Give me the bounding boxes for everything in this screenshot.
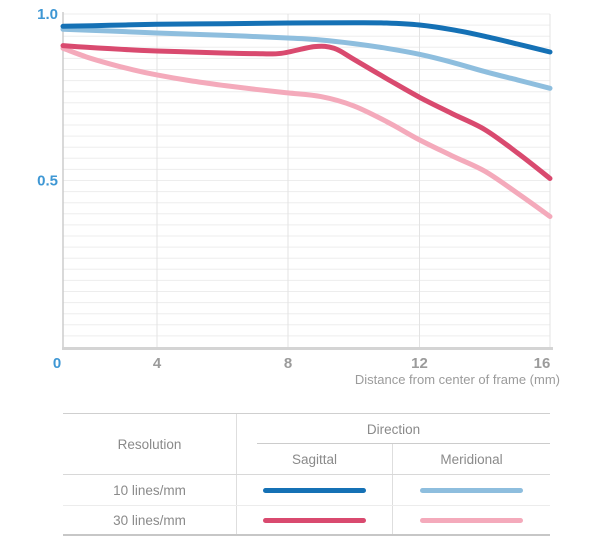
legend-cell-10-meridional (393, 475, 550, 505)
legend-row-30-lines: 30 lines/mm (63, 505, 550, 534)
legend-row-label: 10 lines/mm (63, 475, 237, 505)
x-tick-label: 4 (153, 355, 162, 372)
x-tick-label: 8 (284, 355, 292, 372)
legend-row-10-lines: 10 lines/mm (63, 475, 550, 505)
resolution-header-cell: Resolution (63, 414, 237, 474)
x-axis-title: Distance from center of frame (mm) (355, 372, 560, 387)
legend-cell-30-sagittal (237, 506, 393, 534)
curve-10-lines-mm-sagittal (60, 20, 553, 55)
legend-row-label: 30 lines/mm (63, 506, 237, 534)
y-tick-label: 1.0 (37, 6, 58, 23)
legend-line-10-sagittal (263, 487, 366, 493)
curve-10-lines-mm-meridional (60, 26, 553, 91)
legend-line-30-meridional (420, 517, 523, 523)
meridional-header: Meridional (440, 451, 503, 467)
legend-table: Resolution Direction Sagittal Meridional… (63, 413, 550, 536)
legend-cell-10-sagittal (237, 475, 393, 505)
direction-header-cell: Direction Sagittal Meridional (237, 414, 550, 474)
curve-30-lines-mm-sagittal (60, 43, 553, 181)
direction-subheaders: Sagittal Meridional (237, 444, 550, 474)
x-tick-label: 12 (411, 355, 428, 372)
sagittal-header: Sagittal (237, 444, 393, 474)
legend-line-30-sagittal (263, 517, 366, 523)
curve-30-lines-mm-meridional (60, 45, 553, 219)
resolution-header: Resolution (117, 436, 182, 452)
x-tick-label: 0 (53, 355, 61, 372)
legend-cell-30-meridional (393, 506, 550, 534)
y-tick-label: 0.5 (37, 173, 58, 190)
direction-header: Direction (237, 414, 550, 444)
legend-line-10-meridional (420, 487, 523, 493)
x-tick-label: 16 (534, 355, 551, 372)
direction-header-label: Direction (366, 421, 421, 437)
legend-header-row: Resolution Direction Sagittal Meridional (63, 414, 550, 475)
